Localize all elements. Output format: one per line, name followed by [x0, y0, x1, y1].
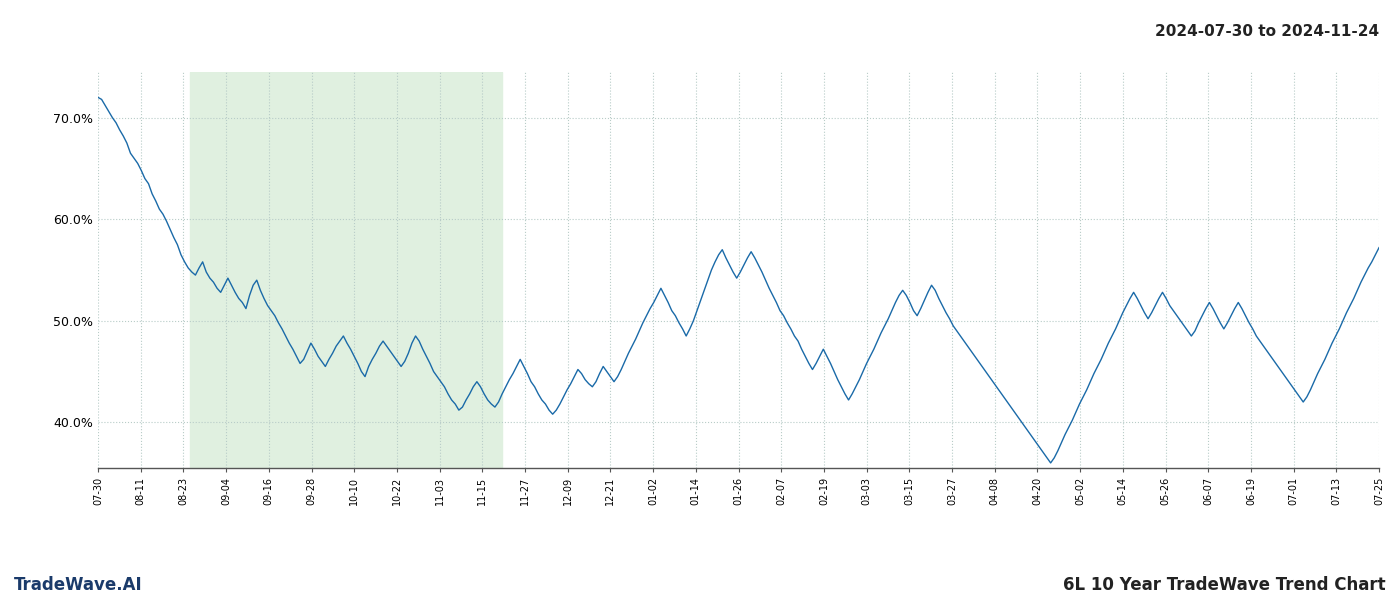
- Bar: [190, 72, 501, 468]
- Text: 2024-07-30 to 2024-11-24: 2024-07-30 to 2024-11-24: [1155, 24, 1379, 39]
- Text: 6L 10 Year TradeWave Trend Chart: 6L 10 Year TradeWave Trend Chart: [1064, 576, 1386, 594]
- Text: TradeWave.AI: TradeWave.AI: [14, 576, 143, 594]
